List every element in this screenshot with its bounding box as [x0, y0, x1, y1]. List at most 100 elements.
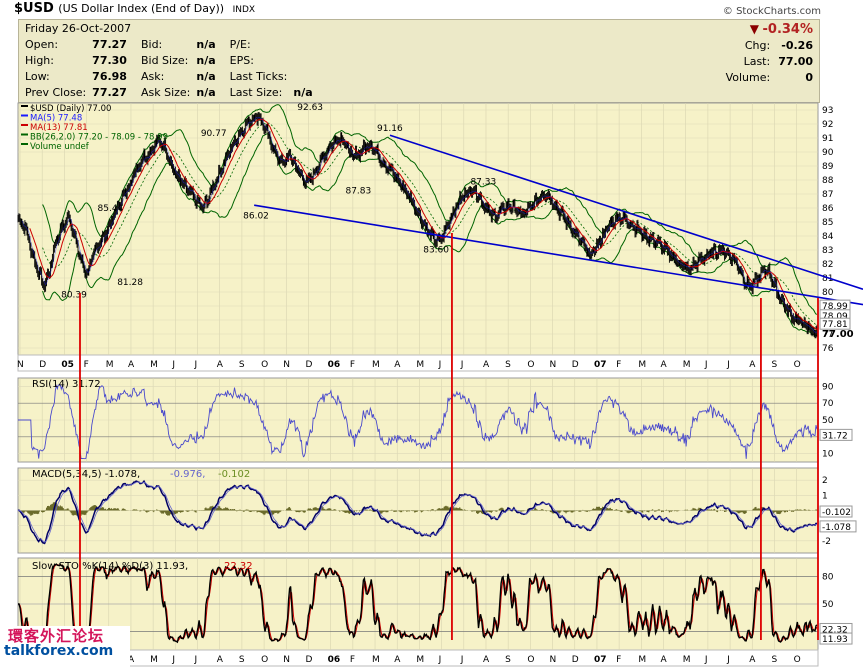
x-tick-label: F [350, 360, 355, 370]
legend-swatch [21, 143, 28, 145]
label: Prev Close: [25, 85, 87, 99]
label: Last Size: [229, 85, 283, 99]
x-tick-label: M [150, 360, 158, 370]
trendline [254, 204, 863, 306]
value: n/a [196, 69, 216, 83]
legend-label: Volume undef [30, 142, 90, 152]
macd-tick-label: 2 [822, 476, 828, 486]
x-tick-label: D [305, 360, 312, 370]
x-tick-label-bottom: J [171, 655, 175, 665]
x-tick-label: F [84, 360, 89, 370]
x-tick-label: O [527, 360, 534, 370]
watermark-chinese: 環客外汇论坛 [8, 627, 105, 645]
y-tick-label: 84 [822, 232, 834, 242]
macd-value: -1.078 [822, 523, 851, 533]
x-tick-label: M [106, 360, 114, 370]
chart-header: $USD (US Dollar Index (End of Day)) INDX… [0, 0, 863, 20]
ma5-line [21, 116, 818, 333]
x-tick-label-bottom: 06 [328, 655, 341, 665]
quote-table: Friday 26-Oct-2007 Open: 77.27 Bid: n/a P/… [19, 20, 321, 100]
rsi-tick-label: 70 [822, 399, 834, 409]
price-label: 78.09 [822, 312, 848, 322]
peak-label: 80.39 [61, 291, 87, 301]
y-tick-label: 82 [822, 260, 833, 270]
x-tick-label-bottom: J [726, 655, 730, 665]
y-tick-label: 89 [822, 162, 834, 172]
y-tick-label: 87 [822, 190, 833, 200]
quote-date: Friday 26-Oct-2007 [25, 21, 132, 35]
sto-title: Slow STO %K(14) %D(3) 11.93, [32, 561, 188, 572]
y-tick-label: 86 [822, 204, 834, 214]
macd-signal-label: -0.976, [170, 469, 205, 480]
y-tick-label: 81 [822, 274, 833, 284]
value: 77.27 [92, 37, 127, 51]
x-tick-label: A [661, 360, 668, 370]
rsi-value: 31.72 [822, 431, 848, 441]
x-tick-label: N [283, 360, 290, 370]
x-tick-label-bottom: J [460, 655, 464, 665]
macd-hist-value: -0.102 [822, 508, 851, 518]
symbol: $USD [14, 1, 54, 16]
macd-tick-label: 1 [822, 491, 828, 501]
ma13-line [29, 118, 818, 331]
price-label: 77.81 [822, 320, 848, 330]
legend-swatch [21, 114, 28, 117]
label: High: [25, 53, 54, 67]
value: 77.30 [92, 53, 127, 67]
price-label-box [819, 317, 851, 330]
x-tick-label: J [194, 360, 198, 370]
legend-label: MA(13) 77.81 [30, 123, 88, 133]
macd-title: MACD(5,34,5) -1.078, [32, 469, 140, 480]
x-tick-label-bottom: J [704, 655, 708, 665]
value: n/a [196, 85, 216, 99]
x-tick-label: J [438, 360, 442, 370]
rsi-value-box [819, 428, 853, 441]
x-tick-label-bottom: S [239, 655, 245, 665]
price-label: 77.00 [822, 329, 854, 340]
label: Ask Size: [140, 85, 191, 99]
bollinger-upper [42, 104, 818, 315]
peak-label: 81.28 [117, 278, 143, 288]
x-tick-label: J [726, 360, 730, 370]
x-tick-label-bottom: M [416, 655, 424, 665]
x-tick-label: A [749, 360, 756, 370]
chg-value: -0.26 [781, 38, 813, 52]
peak-label: 90.77 [201, 129, 227, 139]
macd-signal [17, 481, 818, 543]
peak-label: 83.60 [423, 246, 449, 256]
x-tick-label-bottom: N [283, 655, 290, 665]
chart-title: $USD (US Dollar Index (End of Day)) INDX [14, 1, 255, 16]
label: EPS: [229, 53, 254, 67]
x-tick-label-bottom: S [771, 655, 777, 665]
x-tick-label-bottom: 07 [594, 655, 607, 665]
exchange: INDX [232, 5, 256, 15]
label: Low: [25, 69, 50, 83]
x-tick-label-bottom: O [261, 655, 268, 665]
legend-swatch [21, 133, 28, 136]
y-tick-label: 85 [822, 218, 833, 228]
chg-label: Chg: [744, 38, 771, 52]
sto-d-value: 22.32 [822, 625, 848, 635]
y-tick-label: 90 [822, 148, 834, 158]
sto-tick-label: 50 [822, 600, 834, 610]
x-tick-label: N [550, 360, 557, 370]
x-tick-label-bottom: O [527, 655, 534, 665]
x-tick-label-bottom: F [616, 655, 621, 665]
macd-hist-box [819, 505, 853, 518]
value: n/a [293, 85, 313, 99]
y-tick-label: 88 [822, 176, 834, 186]
x-tick-label: F [616, 360, 621, 370]
x-tick-label: A [483, 360, 490, 370]
legend-swatch [21, 124, 28, 126]
label: Last Ticks: [229, 69, 288, 83]
rsi-tick-label: 90 [822, 382, 834, 392]
x-tick-label-bottom: S [505, 655, 511, 665]
peak-label: 86.02 [243, 212, 269, 222]
x-tick-label: N [17, 360, 24, 370]
x-tick-label: S [239, 360, 245, 370]
watermark: 環客外汇论坛 talkforex.com [0, 626, 130, 668]
peak-label: 87.33 [470, 177, 496, 187]
x-tick-label: D [39, 360, 46, 370]
y-tick-label: 80 [822, 288, 834, 298]
copyright: © StockCharts.com [722, 6, 821, 17]
